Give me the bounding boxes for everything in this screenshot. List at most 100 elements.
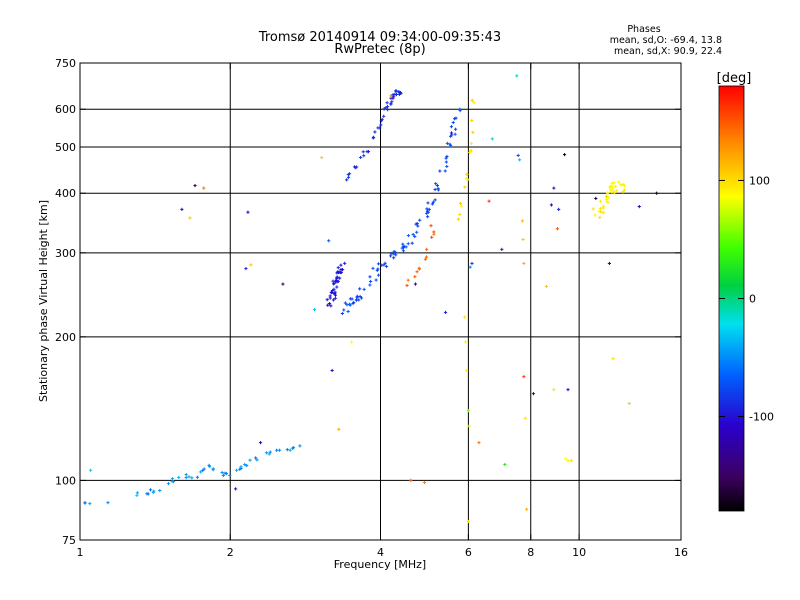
trace-point: [604, 195, 609, 199]
scatter-point: [464, 368, 469, 373]
y-tick-label: 200: [55, 331, 76, 344]
scatter-point: [607, 261, 612, 266]
scatter-point: [525, 507, 529, 511]
scatter-point: [312, 308, 317, 312]
trace-point: [298, 444, 302, 448]
trace-point: [612, 191, 617, 195]
trace-point: [436, 186, 440, 191]
trace-point: [333, 296, 337, 300]
trace-point: [358, 287, 362, 291]
scatter-point: [627, 401, 631, 406]
trace-point: [456, 217, 461, 221]
trace-point: [211, 468, 215, 472]
trace-point: [597, 209, 601, 213]
scatter-point: [422, 480, 427, 485]
trace-point: [598, 199, 602, 203]
trace-point: [336, 266, 340, 270]
scatter-point: [281, 282, 285, 286]
trace-point: [391, 93, 395, 97]
trace-point: [470, 98, 474, 102]
trace-point: [430, 202, 434, 206]
x-tick-label: 6: [465, 546, 472, 559]
trace-point: [469, 149, 473, 153]
scatter-point: [516, 153, 520, 158]
scatter-point: [566, 459, 570, 463]
x-tick-label: 4: [377, 546, 384, 559]
colorbar-ticks: 100 0 -100: [719, 174, 774, 424]
trace-point: [248, 458, 252, 462]
trace-point: [463, 185, 467, 189]
trace-point: [333, 293, 338, 297]
trace-point: [465, 172, 469, 176]
trace-point: [610, 181, 614, 185]
trace-point: [445, 154, 449, 159]
trace-point: [406, 234, 411, 238]
grid-lines: [80, 63, 681, 540]
scatter-point: [449, 131, 454, 135]
axis-ticks: 1 2 4 6 8 10 16 75 100 200 300 400 500 600 750: [55, 57, 688, 559]
trace-point: [593, 213, 597, 217]
trace-point: [331, 282, 336, 286]
trace-point: [411, 232, 415, 237]
trace-point: [361, 150, 365, 154]
trace-point: [171, 480, 176, 484]
trace-point: [621, 190, 625, 194]
trace-point: [267, 452, 271, 456]
trace-point: [613, 184, 617, 188]
trace-point: [290, 446, 295, 450]
trace-point: [329, 304, 333, 308]
trace-point: [413, 234, 417, 239]
x-tick-label: 2: [227, 546, 234, 559]
trace-point: [415, 230, 419, 234]
trace-point: [184, 475, 188, 480]
trace-point: [471, 130, 475, 134]
trace-point: [331, 298, 336, 302]
trace-point: [401, 249, 406, 253]
scatter-point: [467, 424, 471, 428]
trace-point: [234, 468, 239, 472]
trace-point: [343, 261, 347, 265]
scatter-point: [557, 207, 561, 211]
trace-point: [170, 477, 175, 481]
trace-point: [380, 263, 384, 267]
y-tick-label: 500: [55, 141, 76, 154]
trace-point: [371, 266, 375, 270]
trace-point: [410, 241, 414, 245]
trace-point: [340, 311, 344, 316]
trace-point: [394, 253, 398, 257]
x-tick-label: 8: [527, 546, 534, 559]
scatter-point: [244, 266, 248, 271]
phase-info-x: mean, sd,X: 90.9, 22.4: [614, 46, 722, 57]
scatter-point: [249, 263, 253, 267]
trace-point: [368, 283, 372, 287]
scatter-point: [429, 224, 433, 228]
scatter-point: [337, 427, 341, 431]
trace-point: [347, 172, 352, 176]
trace-point: [430, 235, 434, 239]
trace-point: [348, 303, 352, 307]
colorbar-tick-label: 0: [749, 293, 756, 306]
trace-point: [598, 215, 602, 219]
trace-point: [346, 175, 351, 179]
trace-point: [106, 501, 110, 505]
trace-point: [223, 471, 227, 475]
scatter-point: [466, 409, 470, 413]
scatter-point: [463, 340, 468, 344]
trace-point: [426, 210, 431, 214]
trace-point: [268, 450, 272, 454]
trace-point: [383, 261, 387, 265]
trace-point: [336, 270, 341, 275]
trace-point: [405, 283, 409, 288]
trace-point: [288, 448, 292, 452]
trace-point: [335, 275, 339, 279]
trace-point: [396, 90, 400, 94]
trace-point: [335, 285, 339, 289]
trace-point: [432, 230, 436, 234]
trace-point: [392, 95, 396, 99]
trace-point: [384, 264, 389, 269]
trace-point: [328, 296, 332, 300]
trace-point: [394, 89, 399, 93]
trace-point: [382, 114, 386, 118]
trace-point: [425, 247, 429, 251]
scatter-point: [389, 94, 393, 98]
